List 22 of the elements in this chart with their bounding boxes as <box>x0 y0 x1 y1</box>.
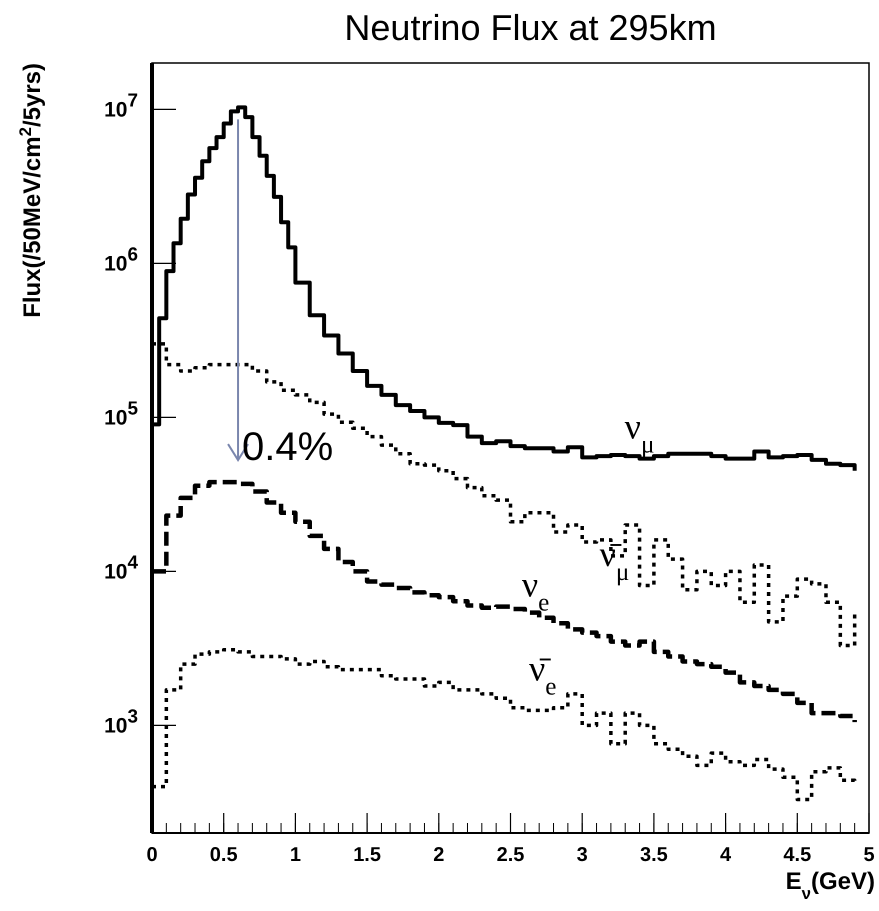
chart-title: Neutrino Flux at 295km <box>344 7 717 48</box>
x-axis-title: E$_{ν}$(GeV) <box>786 868 875 902</box>
series-label: ν$_{e}$ <box>522 564 550 616</box>
x-tick-label: 1.5 <box>353 844 382 866</box>
series-label: ν$_{μ}$ <box>624 406 654 458</box>
x-tick-label: 4 <box>720 844 732 866</box>
x-tick-label: 2 <box>433 844 444 866</box>
y-tick-label: 10$^{4}$ <box>104 552 138 584</box>
x-tick-label: 4.5 <box>783 844 812 866</box>
x-tick-label: 0.5 <box>210 844 238 866</box>
x-tick-label: 3 <box>576 844 588 866</box>
y-tick-label: 10$^{3}$ <box>104 706 138 738</box>
x-tick-label: 3.5 <box>640 844 668 866</box>
y-tick-label: 10$^{5}$ <box>104 398 138 430</box>
x-tick-label: 2.5 <box>496 844 524 866</box>
x-tick-label: 0 <box>146 844 158 866</box>
x-tick-label: 1 <box>290 844 301 866</box>
y-tick-label: 10$^{7}$ <box>104 90 138 122</box>
x-tick-label: 5 <box>863 844 875 866</box>
series-label: ν̄$_{e}$ <box>529 648 556 700</box>
annotation: 0.4% <box>242 425 334 470</box>
y-tick-label: 10$^{6}$ <box>104 244 138 276</box>
